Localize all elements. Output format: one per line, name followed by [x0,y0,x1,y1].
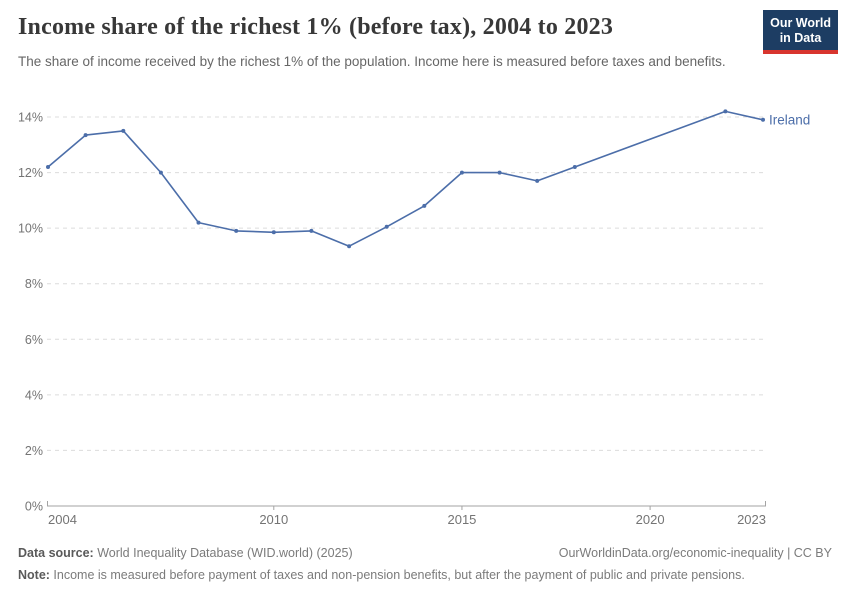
data-point [121,128,126,133]
data-point [46,165,50,169]
data-point [347,244,352,249]
chart-title: Income share of the richest 1% (before t… [18,14,614,40]
trend-line [47,110,764,247]
data-point [723,109,728,114]
data-source-label: Data source: [18,546,94,560]
y-axis-label: 2% [25,444,43,458]
data-point [309,228,314,233]
data-point [384,224,389,229]
entity-label: Ireland [769,112,810,127]
y-axis-label: 8% [25,277,43,291]
x-axis-label: 2020 [636,512,665,527]
y-axis-label: 4% [25,388,43,402]
x-axis-label: 2010 [259,512,288,527]
chart-footer: Data source: World Inequality Database (… [18,545,832,584]
data-point [271,230,276,235]
data-point [422,203,427,208]
x-axis-label: 2023 [737,512,766,527]
note-label: Note: [18,568,50,582]
data-point [83,133,88,138]
x-axis-label: 2004 [48,512,77,527]
y-axis-label: 14% [18,111,43,125]
data-point [234,228,239,233]
data-point [459,170,464,175]
note-line: Note: Income is measured before payment … [18,568,745,582]
y-axis-label: 0% [25,500,43,514]
note-text: Income is measured before payment of tax… [49,568,745,582]
data-source-text: World Inequality Database (WID.world) (2… [93,546,353,560]
owid-logo-line1: Our World [770,16,831,30]
x-axis-label: 2015 [447,512,476,527]
owid-logo: Our World in Data [763,10,838,54]
data-point [196,220,201,225]
data-source-line: Data source: World Inequality Database (… [18,545,353,562]
chart-subtitle: The share of income received by the rich… [18,54,726,69]
y-axis-label: 6% [25,333,43,347]
data-point [497,170,502,175]
data-point [572,165,577,169]
owid-logo-line2: in Data [779,31,822,45]
owid-footer-link[interactable]: OurWorldinData.org/economic-inequality |… [558,546,832,560]
data-point [158,170,163,175]
y-axis-label: 12% [18,166,43,180]
data-point [761,117,765,122]
y-axis-label: 10% [18,222,43,236]
data-point [535,178,540,183]
